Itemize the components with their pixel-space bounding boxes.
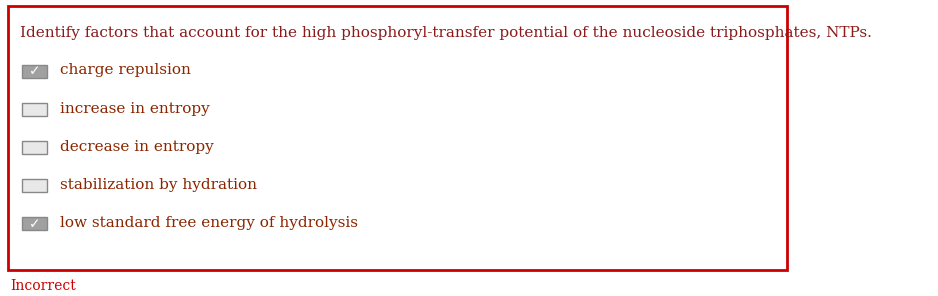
FancyBboxPatch shape [23,141,47,154]
Text: charge repulsion: charge repulsion [60,63,190,78]
Text: increase in entropy: increase in entropy [60,102,209,115]
Text: ✓: ✓ [29,64,40,78]
Text: low standard free energy of hydrolysis: low standard free energy of hydrolysis [60,216,357,230]
Text: Incorrect: Incorrect [10,279,76,293]
FancyBboxPatch shape [23,217,47,230]
Text: ✓: ✓ [29,217,40,231]
Text: decrease in entropy: decrease in entropy [60,140,213,154]
Text: stabilization by hydration: stabilization by hydration [60,178,257,192]
FancyBboxPatch shape [23,65,47,78]
FancyBboxPatch shape [23,179,47,192]
FancyBboxPatch shape [8,6,787,270]
Text: Identify factors that account for the high phosphoryl-transfer potential of the : Identify factors that account for the hi… [20,26,871,41]
FancyBboxPatch shape [23,103,47,116]
